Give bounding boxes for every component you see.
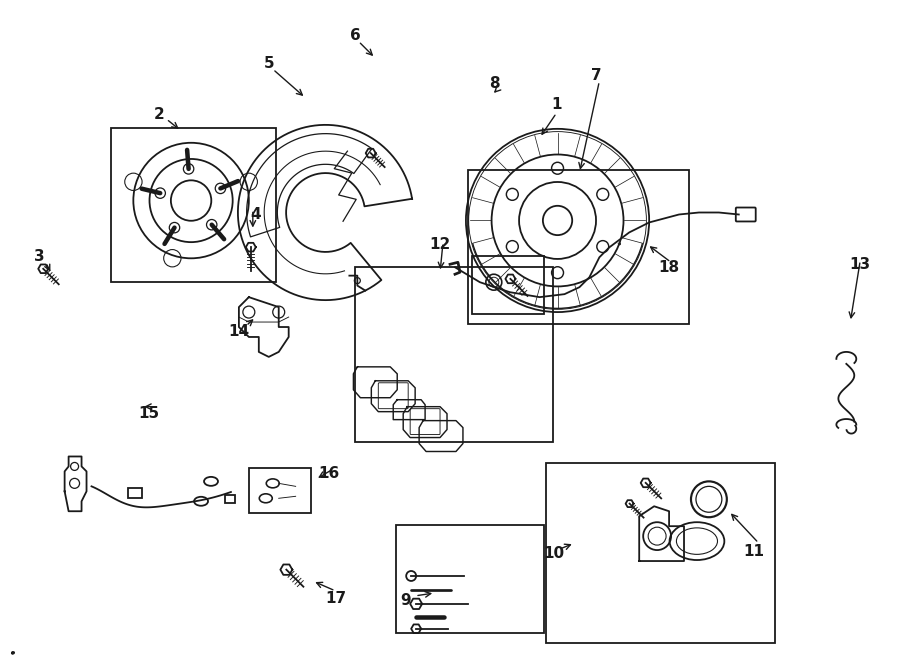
Bar (225, 495, 235, 503)
Text: 1: 1 (552, 97, 562, 113)
Bar (112, 128, 275, 282)
Text: 17: 17 (325, 591, 346, 606)
Text: 10: 10 (543, 545, 564, 561)
Circle shape (184, 164, 194, 174)
Circle shape (215, 183, 226, 193)
Bar (129, 489, 142, 498)
Bar (356, 267, 553, 442)
Circle shape (155, 188, 166, 199)
Text: 6: 6 (350, 28, 361, 43)
Bar (472, 256, 544, 314)
Text: 4: 4 (250, 207, 261, 222)
Text: 8: 8 (490, 75, 500, 91)
Text: 5: 5 (264, 56, 274, 71)
Text: 9: 9 (400, 593, 410, 608)
Text: 14: 14 (229, 324, 249, 340)
Circle shape (206, 220, 217, 230)
Bar (468, 169, 689, 324)
Text: 3: 3 (34, 249, 45, 264)
Text: 7: 7 (591, 68, 602, 83)
Text: 13: 13 (850, 257, 871, 272)
Text: 15: 15 (139, 406, 160, 421)
Text: 2: 2 (154, 107, 165, 122)
Text: 11: 11 (743, 544, 764, 559)
Text: 16: 16 (318, 466, 339, 481)
Circle shape (169, 222, 180, 233)
Bar (545, 463, 775, 643)
Text: 18: 18 (659, 260, 680, 275)
Text: 12: 12 (429, 237, 451, 252)
Bar (248, 469, 310, 513)
Bar (396, 525, 544, 633)
